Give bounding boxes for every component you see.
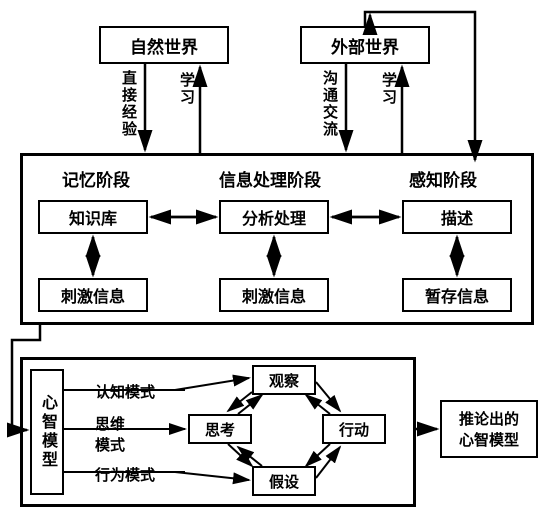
thinking-mode-label-b: 模式 [95,434,125,455]
external-world-box: 外部世界 [300,26,430,64]
analysis-label: 分析处理 [242,205,306,229]
hypothesis-box: 假设 [252,466,316,496]
temp-info-box: 暂存信息 [402,278,512,312]
cognitive-mode-label: 认知模式 [95,381,155,402]
description-label: 描述 [441,205,473,229]
inferred-label-2: 心智模型 [459,429,519,450]
stimulus-2-box: 刺激信息 [219,278,329,312]
hypothesis-label: 假设 [269,471,299,492]
natural-world-box: 自然世界 [99,26,229,64]
description-box: 描述 [402,200,512,234]
knowledge-base-box: 知识库 [38,200,148,234]
analysis-box: 分析处理 [219,200,329,234]
natural-world-label: 自然世界 [130,33,198,58]
behavior-mode-label: 行为模式 [95,464,155,485]
mental-model-box: 心智模型 [30,369,64,495]
think-label: 思考 [205,419,235,440]
stimulus-2-label: 刺激信息 [242,283,306,307]
learning-label-2: 学习 [378,72,399,106]
thinking-mode-label: 思维 [95,413,125,434]
inferred-model-box: 推论出的 心智模型 [440,400,538,458]
temp-info-label: 暂存信息 [425,283,489,307]
external-world-label: 外部世界 [331,33,399,58]
act-label: 行动 [339,419,369,440]
stage-processing-label: 信息处理阶段 [219,166,321,191]
stimulus-1-box: 刺激信息 [38,278,148,312]
direct-experience-label: 直接经验 [118,70,139,138]
mental-model-label: 心智模型 [35,394,59,470]
learning-label-1: 学习 [176,72,197,106]
observe-box: 观察 [252,365,316,395]
stimulus-1-label: 刺激信息 [61,283,125,307]
stage-perception-label: 感知阶段 [409,166,477,191]
knowledge-base-label: 知识库 [69,205,117,229]
act-box: 行动 [322,414,386,444]
stage-memory-label: 记忆阶段 [62,166,130,191]
inferred-label-1: 推论出的 [459,408,519,429]
communication-label: 沟通交流 [319,70,340,138]
observe-label: 观察 [269,370,299,391]
think-box: 思考 [188,414,252,444]
